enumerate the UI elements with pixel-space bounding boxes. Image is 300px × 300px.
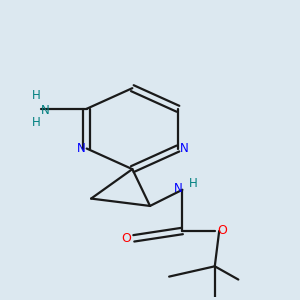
Text: H: H [32,89,41,102]
Text: N: N [76,142,85,155]
Text: H: H [32,116,41,129]
Text: N: N [179,142,188,155]
Text: N: N [41,104,50,117]
Text: O: O [122,232,131,245]
Text: O: O [217,224,227,238]
Text: N: N [174,182,182,195]
Text: H: H [189,177,198,190]
